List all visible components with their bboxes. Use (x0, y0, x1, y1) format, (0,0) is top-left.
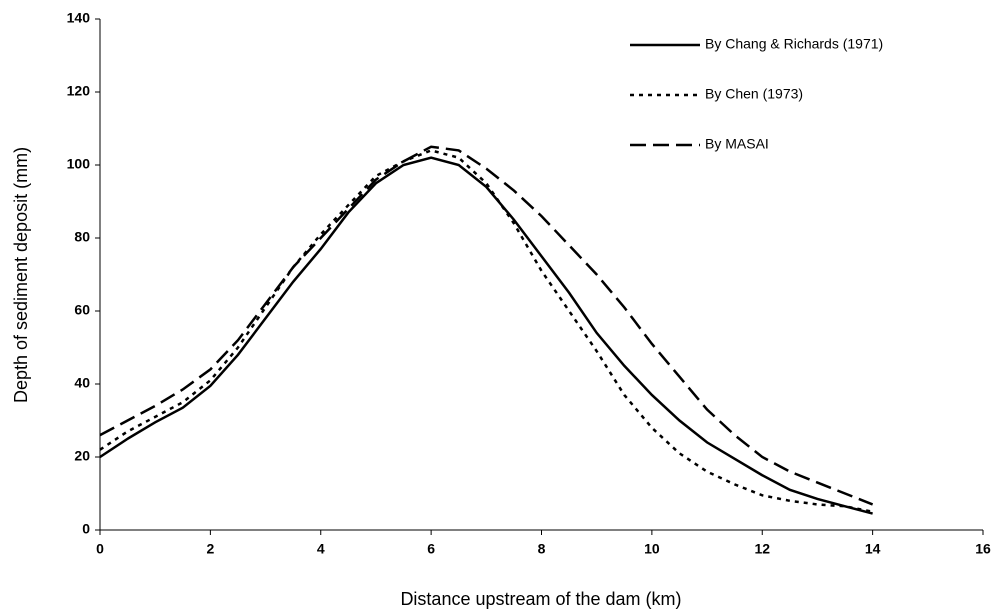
series-line (99, 145, 874, 506)
y-tick-label: 100 (67, 156, 91, 172)
legend-label: By MASAI (705, 136, 769, 152)
series-line (99, 149, 873, 513)
y-tick-label: 0 (82, 521, 90, 537)
y-tick-label: 80 (74, 229, 90, 245)
y-tick-label: 20 (74, 448, 90, 464)
x-tick-label: 10 (644, 541, 660, 557)
x-tick-label: 0 (96, 541, 104, 557)
legend-label: By Chen (1973) (705, 86, 803, 102)
x-tick-label: 8 (538, 541, 546, 557)
y-tick-label: 60 (74, 302, 90, 318)
x-tick-label: 14 (865, 541, 881, 557)
legend-label: By Chang & Richards (1971) (705, 36, 883, 52)
y-axis-title: Depth of sediment deposit (mm) (11, 147, 31, 403)
y-tick-label: 40 (74, 375, 90, 391)
x-tick-label: 2 (206, 541, 214, 557)
y-tick-label: 120 (67, 83, 91, 99)
y-tick-label: 140 (67, 10, 91, 26)
x-tick-label: 16 (975, 541, 991, 557)
x-tick-label: 12 (754, 541, 770, 557)
x-tick-label: 6 (427, 541, 435, 557)
series-line (99, 156, 873, 515)
x-axis-title: Distance upstream of the dam (km) (400, 589, 681, 609)
x-tick-label: 4 (317, 541, 325, 557)
